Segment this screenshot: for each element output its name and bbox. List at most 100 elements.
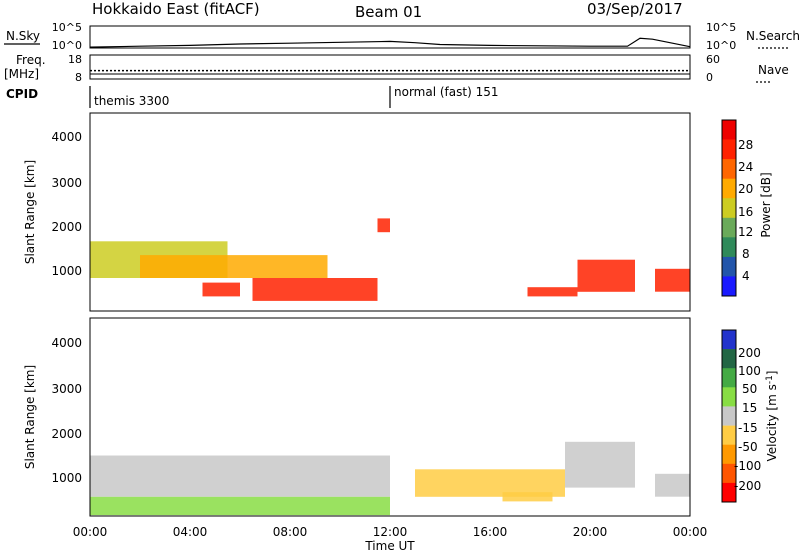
vel-cbar-tick-m15: -15	[738, 421, 758, 435]
power-heatmap	[90, 218, 690, 301]
power-colorbar-block-6	[722, 217, 736, 238]
power-colorbar-block-3	[722, 159, 736, 179]
nsky-panel: 10^5 10^0 10^5 10^0 N.Sky N.Search	[4, 21, 800, 52]
power-region-5	[377, 218, 390, 233]
velocity-colorbar-blocks	[722, 330, 736, 503]
power-ytick-3000: 3000	[51, 176, 82, 190]
velocity-region-4	[502, 492, 553, 502]
nsky-label: N.Sky	[6, 29, 40, 43]
xtick-1600: 16:00	[473, 525, 508, 539]
nsearch-label: N.Search	[746, 29, 800, 43]
freq-frame	[89, 54, 691, 80]
velocity-ylabel: Slant Range [km]	[23, 365, 37, 469]
velocity-colorbar-block-1	[722, 330, 736, 350]
velocity-cbar-label-exp: -1	[765, 375, 775, 384]
power-colorbar-block-8	[722, 256, 736, 277]
power-colorbar-blocks	[722, 120, 736, 297]
power-colorbar: 4 8 12 16 20 24 28 Power [dB]	[721, 119, 773, 297]
power-colorbar-block-4	[722, 178, 736, 199]
vel-ytick-3000: 3000	[51, 382, 82, 396]
velocity-panel: 1000 2000 3000 4000 Slant Range [km]	[23, 317, 691, 517]
freq-tick-high: 18	[68, 53, 82, 66]
power-region-8	[655, 268, 690, 292]
vel-cbar-tick-200: 200	[738, 346, 761, 360]
velocity-colorbar-block-7	[722, 444, 736, 465]
nave-tick-low: 0	[706, 71, 713, 84]
power-panel: 1000 2000 3000 4000 Slant Range [km]	[23, 112, 691, 312]
power-region-7	[527, 287, 578, 297]
vel-cbar-tick-m200: -200	[734, 479, 761, 493]
velocity-colorbar-block-8	[722, 463, 736, 484]
power-ylabel: Slant Range [km]	[23, 160, 37, 264]
power-ytick-4000: 4000	[51, 130, 82, 144]
velocity-colorbar-block-3	[722, 368, 736, 388]
power-cbar-tick-28: 28	[738, 138, 753, 152]
cpid-segment-1: themis 3300	[94, 94, 169, 108]
nsearch-tick-high: 10^5	[706, 21, 736, 34]
velocity-region-6	[655, 473, 690, 497]
cpid-panel: CPID themis 3300 normal (fast) 151	[6, 85, 498, 108]
velocity-colorbar-block-2	[722, 349, 736, 369]
freq-unit-label: [MHz]	[4, 67, 39, 81]
xtick-1200: 12:00	[373, 525, 408, 539]
power-colorbar-block-9	[722, 276, 736, 297]
velocity-region-5	[565, 441, 635, 488]
power-cbar-label: Power [dB]	[759, 172, 773, 237]
velocity-frame	[89, 317, 691, 517]
velocity-region-1	[90, 455, 390, 497]
vel-cbar-tick-m50: -50	[738, 440, 758, 454]
vel-cbar-tick-15: 15	[742, 401, 757, 415]
station-title: Hokkaido East (fitACF)	[92, 0, 260, 18]
velocity-colorbar-block-5	[722, 406, 736, 426]
nsky-tick-high: 10^5	[52, 21, 82, 34]
velocity-y-axis: 1000 2000 3000 4000	[51, 336, 82, 485]
x-axis-label: Time UT	[364, 539, 415, 553]
nsky-series-line	[89, 37, 691, 48]
xtick-2400: 00:00	[673, 525, 708, 539]
power-cbar-tick-8: 8	[742, 247, 750, 261]
x-axis: 00:00 04:00 08:00 12:00 16:00 20:00 00:0…	[73, 525, 708, 553]
velocity-colorbar-block-9	[722, 482, 736, 503]
vel-cbar-tick-100: 100	[738, 364, 761, 378]
power-colorbar-block-2	[722, 139, 736, 160]
xtick-0800: 08:00	[273, 525, 308, 539]
freq-panel: 18 8 60 0 Freq. [MHz] Nave	[4, 53, 789, 84]
power-colorbar-block-7	[722, 237, 736, 258]
power-cbar-tick-20: 20	[738, 182, 753, 196]
power-region-2	[140, 255, 328, 278]
power-cbar-tick-4: 4	[742, 269, 750, 283]
vel-ytick-2000: 2000	[51, 427, 82, 441]
cpid-segment-2: normal (fast) 151	[394, 85, 498, 99]
date-title: 03/Sep/2017	[587, 0, 683, 18]
nsearch-tick-low: 10^0	[706, 39, 736, 52]
nave-tick-high: 60	[706, 53, 720, 66]
velocity-colorbar-block-6	[722, 425, 736, 445]
xtick-0400: 04:00	[173, 525, 208, 539]
vel-cbar-tick-50: 50	[742, 382, 757, 396]
power-colorbar-block-1	[722, 120, 736, 140]
vel-cbar-tick-m100: -100	[734, 459, 761, 473]
velocity-colorbar-block-4	[722, 387, 736, 407]
xtick-2000: 20:00	[573, 525, 608, 539]
velocity-cbar-label-main: Velocity [m s	[765, 384, 779, 461]
freq-tick-low: 8	[75, 71, 82, 84]
beam-title: Beam 01	[355, 3, 422, 21]
power-ytick-1000: 1000	[51, 264, 82, 278]
power-colorbar-block-5	[722, 198, 736, 219]
velocity-cbar-label: Velocity [m s-1]	[765, 371, 779, 462]
vel-ytick-4000: 4000	[51, 336, 82, 350]
power-ytick-2000: 2000	[51, 220, 82, 234]
nsky-frame	[89, 25, 691, 49]
power-cbar-tick-24: 24	[738, 160, 753, 174]
velocity-region-2	[90, 496, 390, 516]
power-frame	[89, 112, 691, 312]
velocity-heatmap	[90, 441, 690, 516]
power-region-4	[252, 278, 378, 301]
power-cbar-tick-16: 16	[738, 205, 753, 219]
freq-label: Freq.	[16, 53, 46, 67]
nave-label: Nave	[758, 63, 789, 77]
power-colorbar-frame	[721, 119, 737, 297]
velocity-colorbar-frame	[721, 329, 737, 503]
vel-ytick-1000: 1000	[51, 471, 82, 485]
